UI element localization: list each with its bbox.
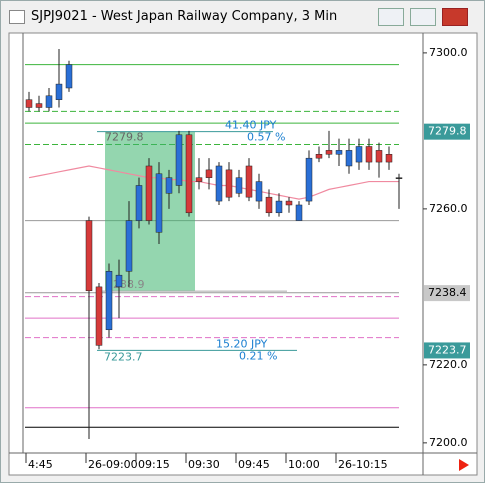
x-tick-label: 26-09:00 (88, 458, 138, 471)
chart-frame (8, 32, 478, 476)
candle-body (345, 150, 353, 167)
price-flag (424, 342, 470, 359)
candle-body (55, 83, 63, 100)
candle-body (395, 177, 403, 179)
price-flag-label: 7279.8 (428, 125, 467, 138)
x-tick-label: 4:45 (28, 458, 53, 471)
candle-body (295, 204, 303, 221)
measure-top-label: 7223.7 (104, 350, 143, 363)
price-flag (424, 285, 470, 302)
candle-body (125, 220, 133, 272)
candle-body (25, 99, 33, 108)
x-tick-label: 09:30 (188, 458, 220, 471)
candle-body (335, 150, 343, 155)
y-tick-label: 7200.0 (429, 436, 468, 449)
candle-body (165, 177, 173, 194)
measure-change: 15.20 JPY (216, 337, 268, 350)
candle-body (185, 134, 193, 214)
candle-body (175, 134, 183, 186)
close-button[interactable] (442, 8, 468, 26)
app-icon (9, 10, 25, 24)
candle-body (45, 95, 53, 108)
price-flag (424, 123, 470, 140)
candle-body (85, 220, 93, 292)
candle-body (355, 146, 363, 163)
candle-body (385, 154, 393, 163)
candle-body (365, 146, 373, 163)
measure-top-label: 7279.8 (105, 131, 144, 144)
x-tick-label: 26-10:15 (338, 458, 388, 471)
window-title: SJPJ9021 - West Japan Railway Company, 3… (31, 9, 338, 24)
candle-body (315, 154, 323, 159)
minimize-button[interactable] (378, 8, 404, 26)
candle-body (235, 177, 243, 194)
candle-body (205, 169, 213, 178)
measure-percent: 0.57 % (247, 131, 285, 144)
measure-bottom-label: 7238.9 (106, 278, 145, 291)
candle-body (285, 200, 293, 206)
candle-body (35, 103, 43, 108)
candle-body (145, 165, 153, 221)
y-tick-label: 7260.0 (429, 202, 468, 215)
candle-body (105, 271, 113, 331)
x-tick-label: 09:45 (238, 458, 270, 471)
candle-body (265, 196, 273, 214)
candle-body (115, 274, 123, 288)
measure-percent: 0.21 % (239, 349, 277, 362)
price-flag-label: 7238.4 (428, 286, 467, 299)
scroll-arrow-tail[interactable] (459, 463, 463, 467)
x-tick-label: 09:15 (138, 458, 170, 471)
maximize-button[interactable] (410, 8, 436, 26)
candle-body (135, 185, 143, 221)
candle-body (245, 165, 253, 198)
scroll-arrow[interactable] (459, 459, 469, 471)
candle-body (65, 64, 73, 89)
candle-body (255, 181, 263, 202)
measure-change: 41.40 JPY (225, 119, 277, 132)
candle-body (95, 286, 103, 346)
candle-body (275, 200, 283, 214)
candle-body (155, 173, 163, 233)
candle-body (305, 157, 313, 202)
y-tick-label: 7220.0 (429, 358, 468, 371)
candle-body (195, 177, 203, 182)
candle-body (375, 150, 383, 163)
candle-body (215, 165, 223, 202)
price-flag-label: 7223.7 (428, 343, 467, 356)
candle-body (225, 169, 233, 198)
y-tick-label: 7300.0 (429, 46, 468, 59)
candle-body (325, 150, 333, 155)
x-tick-label: 10:00 (288, 458, 320, 471)
